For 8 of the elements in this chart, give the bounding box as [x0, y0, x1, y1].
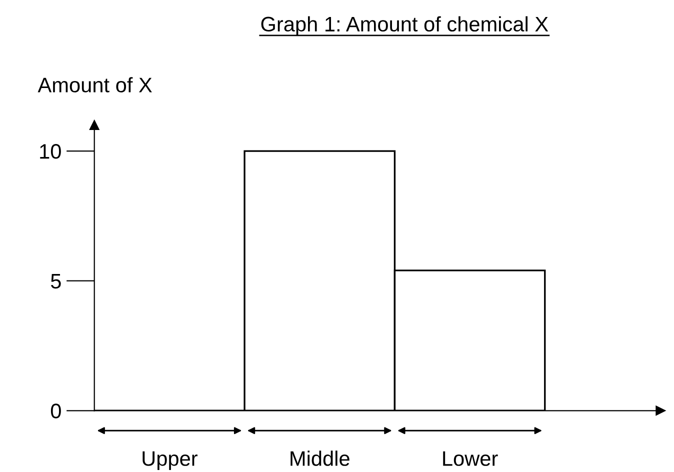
- x-tick-label: Middle: [290, 450, 350, 466]
- x-tick-label: Lower: [443, 451, 498, 466]
- y-tick-label: 0: [50, 404, 61, 418]
- y-tick-label: 10: [40, 144, 61, 159]
- x-tick-label: Upper: [142, 451, 198, 470]
- chart-title: Graph 1: Amount of chemical X: [261, 16, 548, 36]
- y-tick-label: 5: [50, 274, 61, 289]
- y-axis-title: Amount of X: [38, 77, 152, 92]
